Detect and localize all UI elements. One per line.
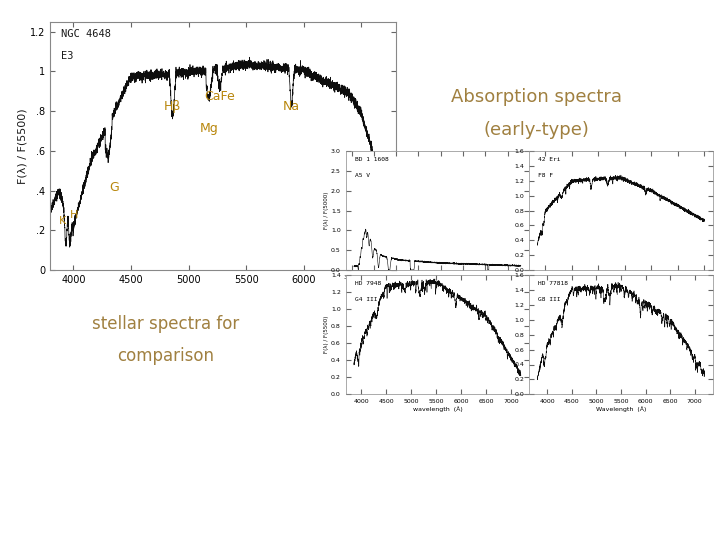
- Text: comparison: comparison: [117, 347, 214, 366]
- Text: Na: Na: [283, 100, 300, 113]
- Text: NGC 4648: NGC 4648: [60, 29, 111, 39]
- Text: F8 F: F8 F: [539, 173, 554, 178]
- Text: H: H: [70, 210, 78, 220]
- Text: G: G: [109, 181, 119, 194]
- Text: E3: E3: [60, 51, 73, 62]
- Y-axis label: F(λ) / F(5500): F(λ) / F(5500): [325, 316, 330, 354]
- Text: G4 III: G4 III: [355, 297, 377, 302]
- Text: G8 III: G8 III: [539, 297, 561, 302]
- X-axis label: Wavelength  (Å): Wavelength (Å): [596, 407, 646, 413]
- Text: 42 Eri: 42 Eri: [539, 157, 561, 162]
- Text: Absorption spectra: Absorption spectra: [451, 88, 622, 106]
- Text: CaFe: CaFe: [204, 90, 235, 103]
- Text: HD 7948: HD 7948: [355, 281, 381, 286]
- Text: Mg: Mg: [199, 122, 218, 135]
- Text: K: K: [58, 217, 66, 226]
- Text: Hβ: Hβ: [164, 100, 181, 113]
- Y-axis label: F(λ) / F(5500): F(λ) / F(5500): [17, 108, 27, 184]
- Y-axis label: F(λ) / F(5000): F(λ) / F(5000): [325, 192, 330, 230]
- Text: stellar spectra for: stellar spectra for: [92, 315, 239, 333]
- Text: (early-type): (early-type): [483, 120, 590, 139]
- Text: A5 V: A5 V: [355, 173, 370, 178]
- X-axis label: wavelength  (Å): wavelength (Å): [413, 407, 462, 413]
- Text: HD 77818: HD 77818: [539, 281, 568, 286]
- Text: BD 1 1608: BD 1 1608: [355, 157, 389, 162]
